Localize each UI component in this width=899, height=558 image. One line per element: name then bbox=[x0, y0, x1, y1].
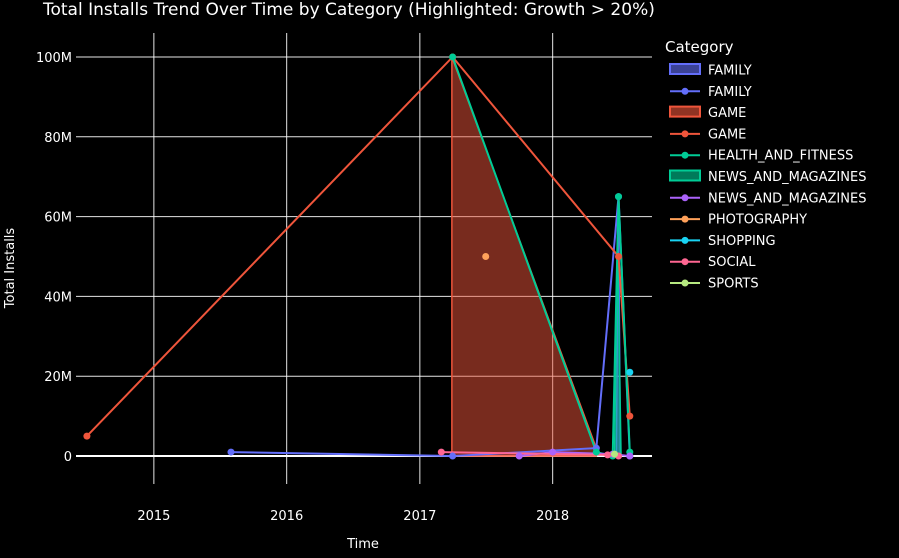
legend-label: NEWS_AND_MAGAZINES bbox=[708, 191, 866, 206]
legend[interactable]: FAMILY FAMILY GAME GAME HEALTH_AND_FITNESS NE… bbox=[669, 63, 866, 292]
legend-swatch-band bbox=[669, 169, 701, 182]
data-point bbox=[615, 253, 623, 261]
data-point bbox=[437, 448, 445, 456]
legend-label: NEWS_AND_MAGAZINES bbox=[708, 170, 866, 185]
data-point bbox=[592, 448, 600, 456]
legend-item[interactable]: GAME bbox=[670, 127, 746, 142]
y-tick-label: 20M bbox=[44, 370, 72, 385]
legend-swatch-marker bbox=[681, 87, 689, 95]
legend-item[interactable]: SHOPPING bbox=[670, 234, 776, 249]
y-tick-label: 60M bbox=[44, 211, 72, 226]
legend-title: Category bbox=[665, 38, 734, 56]
data-point bbox=[626, 368, 634, 376]
legend-swatch-marker bbox=[681, 258, 689, 266]
x-tick-label: 2015 bbox=[137, 509, 170, 524]
legend-item[interactable]: GAME bbox=[669, 105, 746, 121]
legend-swatch-marker bbox=[681, 236, 689, 244]
legend-label: GAME bbox=[708, 106, 746, 121]
legend-item[interactable]: FAMILY bbox=[669, 63, 752, 79]
y-tick-label: 80M bbox=[44, 131, 72, 146]
legend-item[interactable]: SPORTS bbox=[670, 277, 759, 292]
x-tick-label: 2017 bbox=[403, 509, 436, 524]
data-point bbox=[449, 452, 457, 460]
legend-swatch-band bbox=[669, 105, 701, 118]
legend-swatch-marker bbox=[681, 151, 689, 159]
y-tick-label: 100M bbox=[36, 51, 72, 66]
x-tick-label: 2018 bbox=[536, 509, 569, 524]
data-point bbox=[626, 412, 634, 420]
legend-label: FAMILY bbox=[708, 85, 752, 100]
legend-label: SHOPPING bbox=[708, 234, 776, 249]
legend-label: SPORTS bbox=[708, 277, 759, 292]
data-point bbox=[626, 452, 634, 460]
x-axis-title: Time bbox=[346, 537, 379, 552]
y-axis-ticks: 0 20M 40M 60M 80M 100M bbox=[36, 51, 72, 465]
legend-item[interactable]: NEWS_AND_MAGAZINES bbox=[669, 169, 866, 185]
data-point bbox=[549, 448, 557, 456]
legend-item[interactable]: PHOTOGRAPHY bbox=[670, 213, 807, 228]
data-point bbox=[515, 452, 523, 460]
legend-label: GAME bbox=[708, 127, 746, 142]
legend-swatch-marker bbox=[681, 130, 689, 138]
data-point bbox=[482, 253, 490, 261]
legend-item[interactable]: SOCIAL bbox=[670, 255, 756, 270]
data-point bbox=[83, 432, 91, 440]
legend-label: HEALTH_AND_FITNESS bbox=[708, 149, 853, 164]
legend-item[interactable]: HEALTH_AND_FITNESS bbox=[670, 149, 853, 164]
data-point bbox=[604, 451, 612, 459]
x-axis-ticks: 2015 2016 2017 2018 bbox=[137, 509, 569, 524]
legend-item[interactable]: NEWS_AND_MAGAZINES bbox=[670, 191, 866, 206]
legend-swatch-band bbox=[669, 63, 701, 75]
data-point bbox=[449, 53, 457, 61]
y-tick-label: 0 bbox=[64, 450, 72, 465]
series-points bbox=[83, 53, 634, 460]
legend-swatch-marker bbox=[681, 279, 689, 287]
data-point bbox=[227, 448, 235, 456]
y-axis-title: Total Installs bbox=[3, 228, 18, 310]
chart-title: Total Installs Trend Over Time by Catego… bbox=[42, 0, 655, 20]
legend-item[interactable]: FAMILY bbox=[670, 85, 752, 100]
grid-lines bbox=[76, 33, 652, 484]
legend-label: FAMILY bbox=[708, 64, 752, 79]
legend-swatch-marker bbox=[681, 215, 689, 223]
y-tick-label: 40M bbox=[44, 290, 72, 305]
x-tick-label: 2016 bbox=[270, 509, 303, 524]
legend-label: SOCIAL bbox=[708, 255, 756, 270]
legend-swatch-marker bbox=[681, 194, 689, 202]
data-point bbox=[615, 193, 623, 201]
legend-label: PHOTOGRAPHY bbox=[708, 213, 807, 228]
data-point bbox=[611, 450, 619, 458]
